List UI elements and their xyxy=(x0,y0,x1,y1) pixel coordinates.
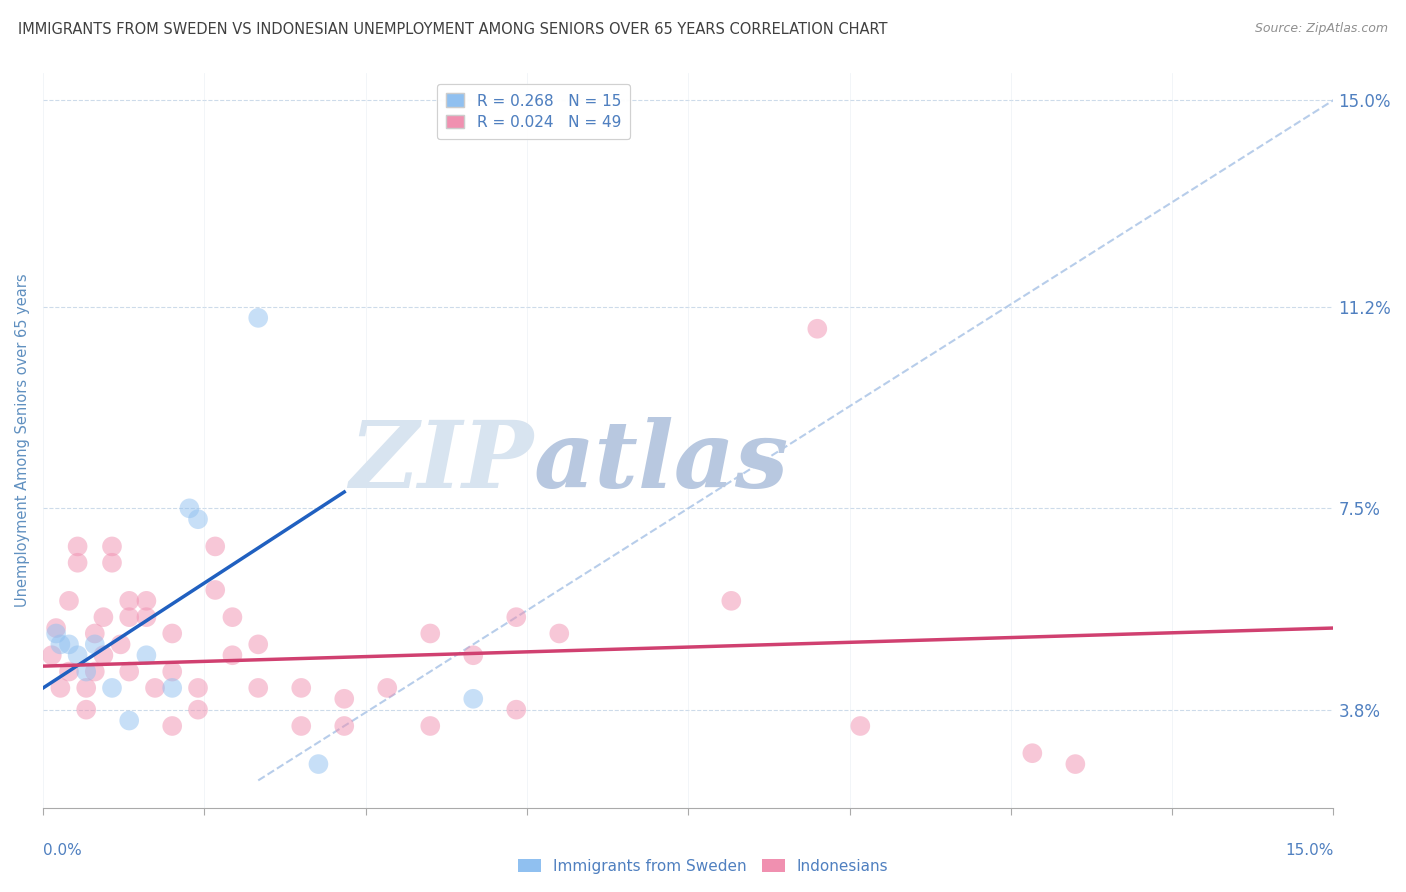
Point xyxy=(247,637,270,651)
Text: Source: ZipAtlas.com: Source: ZipAtlas.com xyxy=(1254,22,1388,36)
Point xyxy=(419,719,441,733)
Point xyxy=(849,719,872,733)
Point xyxy=(75,703,97,717)
Point xyxy=(66,556,89,570)
Point xyxy=(333,691,356,706)
Point xyxy=(179,501,201,516)
Text: 15.0%: 15.0% xyxy=(1285,843,1333,858)
Point xyxy=(135,594,157,608)
Point xyxy=(135,610,157,624)
Point xyxy=(118,714,141,728)
Point xyxy=(333,719,356,733)
Point xyxy=(41,648,63,663)
Point xyxy=(66,648,89,663)
Point xyxy=(375,681,398,695)
Point xyxy=(75,665,97,679)
Point xyxy=(110,637,132,651)
Y-axis label: Unemployment Among Seniors over 65 years: Unemployment Among Seniors over 65 years xyxy=(15,274,30,607)
Legend: Immigrants from Sweden, Indonesians: Immigrants from Sweden, Indonesians xyxy=(512,853,894,880)
Point xyxy=(247,681,270,695)
Point xyxy=(118,610,141,624)
Point xyxy=(93,610,115,624)
Point xyxy=(66,540,89,554)
Text: ZIP: ZIP xyxy=(349,417,533,508)
Point xyxy=(45,621,67,635)
Point xyxy=(505,610,527,624)
Point xyxy=(45,626,67,640)
Point xyxy=(463,648,485,663)
Point xyxy=(58,637,80,651)
Point xyxy=(75,681,97,695)
Point xyxy=(187,681,209,695)
Point xyxy=(419,626,441,640)
Text: IMMIGRANTS FROM SWEDEN VS INDONESIAN UNEMPLOYMENT AMONG SENIORS OVER 65 YEARS CO: IMMIGRANTS FROM SWEDEN VS INDONESIAN UNE… xyxy=(18,22,887,37)
Point xyxy=(49,637,72,651)
Point xyxy=(720,594,742,608)
Text: 0.0%: 0.0% xyxy=(44,843,82,858)
Point xyxy=(118,594,141,608)
Point xyxy=(1021,746,1043,760)
Point xyxy=(247,310,270,325)
Point xyxy=(135,648,157,663)
Point xyxy=(101,681,124,695)
Point xyxy=(93,648,115,663)
Point xyxy=(160,626,183,640)
Point xyxy=(204,582,226,597)
Point xyxy=(806,322,828,336)
Point xyxy=(187,512,209,526)
Point xyxy=(101,556,124,570)
Point xyxy=(463,691,485,706)
Point xyxy=(83,637,105,651)
Point xyxy=(221,648,243,663)
Point xyxy=(118,665,141,679)
Point xyxy=(58,594,80,608)
Point xyxy=(290,681,312,695)
Point xyxy=(204,540,226,554)
Point xyxy=(1064,757,1087,772)
Point xyxy=(58,665,80,679)
Point xyxy=(505,703,527,717)
Point xyxy=(221,610,243,624)
Point xyxy=(83,626,105,640)
Point xyxy=(160,719,183,733)
Point xyxy=(49,681,72,695)
Point xyxy=(160,681,183,695)
Text: atlas: atlas xyxy=(533,417,789,508)
Point xyxy=(101,540,124,554)
Legend: R = 0.268   N = 15, R = 0.024   N = 49: R = 0.268 N = 15, R = 0.024 N = 49 xyxy=(437,84,630,139)
Point xyxy=(187,703,209,717)
Point xyxy=(548,626,571,640)
Point xyxy=(160,665,183,679)
Point xyxy=(290,719,312,733)
Point xyxy=(83,665,105,679)
Point xyxy=(143,681,166,695)
Point xyxy=(307,757,329,772)
